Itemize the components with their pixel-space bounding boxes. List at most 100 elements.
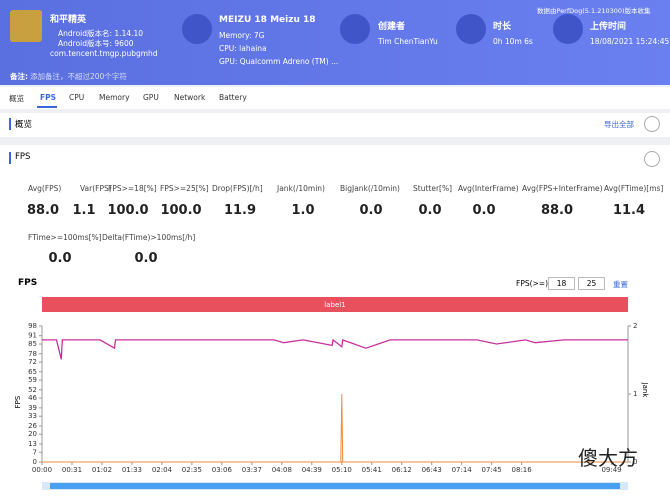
x-tick-label: 09:49 [601, 466, 621, 474]
collected-by: 数据由PerfDog(5.1.210300)版本收集 [537, 7, 651, 15]
x-tick-label: 01:02 [92, 466, 112, 474]
tab[interactable]: 概览 [9, 94, 24, 103]
upload-icon [553, 14, 583, 44]
tab[interactable]: Memory [99, 93, 130, 102]
y-tick-label: 33 [28, 412, 37, 420]
collapse-button[interactable] [644, 116, 660, 132]
accent [9, 118, 11, 130]
tab[interactable]: GPU [143, 93, 159, 102]
metric-value: 0.0 [472, 203, 496, 218]
metric-value: 100.0 [160, 203, 202, 218]
duration-label: 时长 [493, 22, 512, 32]
duration-icon [456, 14, 486, 44]
header [0, 0, 670, 85]
y-tick-label: 52 [28, 386, 37, 394]
x-tick-label: 00:31 [62, 466, 82, 474]
metric-value: 0.0 [418, 203, 442, 218]
metric-label: Jank(/10min) [277, 184, 325, 193]
app-name: 和平精英 [50, 15, 87, 25]
version-name: Android版本名: 1.14.10 [58, 29, 144, 38]
metric-label: FTime>=100ms[%] [28, 233, 102, 242]
metric-label: FPS>=25[%] [160, 184, 209, 193]
metric-value: 1.0 [291, 203, 315, 218]
series-line [42, 338, 628, 360]
y-tick-label: 26 [28, 422, 37, 430]
y-tick-label: 98 [28, 322, 37, 330]
metric-value: 1.1 [72, 203, 96, 218]
metric-value: 11.9 [223, 203, 257, 218]
tab-underline [37, 106, 57, 108]
x-tick-label: 06:43 [422, 466, 442, 474]
tab[interactable]: FPS [40, 93, 57, 102]
device-icon [182, 14, 212, 44]
y2-tick-label: 0 [633, 458, 637, 466]
overview-bar [0, 113, 670, 137]
x-tick-label: 07:14 [452, 466, 473, 474]
x-tick-label: 02:04 [152, 466, 173, 474]
tab[interactable]: Network [174, 93, 206, 102]
y-tick-label: 39 [28, 404, 37, 412]
metric-label: Var(FPS) [80, 184, 112, 193]
metric-value: 88.0 [540, 203, 574, 218]
metric-label: Avg(FPS+InterFrame) [522, 184, 603, 193]
y-tick-label: 85 [28, 340, 37, 348]
x-tick-label: 02:35 [182, 466, 202, 474]
duration: 0h 10m 6s [493, 37, 533, 46]
upload-time: 18/08/2021 15:24:45 [590, 37, 670, 46]
tab[interactable]: Battery [219, 93, 247, 102]
threshold-input[interactable]: 18 [548, 277, 575, 290]
version-code: Android版本号: 9600 [58, 39, 134, 48]
metric-label: Avg(FTime)[ms] [604, 184, 664, 193]
metric-label: Avg(InterFrame) [458, 184, 519, 193]
y-tick-label: 46 [28, 394, 37, 402]
metric-value: 0.0 [359, 203, 383, 218]
metric-value: 0.0 [48, 251, 72, 266]
creator: Tim ChenTianYu [378, 37, 438, 46]
metric-label: FPS>=18[%] [108, 184, 157, 193]
y-tick-label: 7 [33, 448, 37, 456]
memory: Memory: 7G [219, 31, 265, 40]
collapse-button[interactable] [644, 151, 660, 167]
chart: label1 FPS Jank 071320263339465259657278… [14, 297, 649, 490]
y-tick-label: 59 [28, 376, 37, 384]
metric-label: Delta(FTime)>100ms[/h] [102, 233, 196, 242]
x-tick-label: 05:10 [332, 466, 352, 474]
x-tick-label: 04:39 [302, 466, 322, 474]
x-tick-label: 00:00 [32, 466, 52, 474]
metric-label: BigJank(/10min) [340, 184, 400, 193]
threshold-input[interactable]: 25 [578, 277, 605, 290]
accent [9, 152, 11, 164]
creator-icon [340, 14, 370, 44]
x-tick-label: 01:33 [122, 466, 142, 474]
chart-title: FPS [18, 278, 38, 288]
fps-panel [0, 145, 670, 497]
y-tick-label: 20 [28, 430, 37, 438]
note-input[interactable]: 添加备注，不超过200个字符 [30, 72, 127, 81]
x-tick-label: 03:37 [242, 466, 262, 474]
gpu: GPU: Qualcomm Adreno (TM) ... [219, 57, 339, 66]
y-axis-label: FPS [14, 395, 22, 408]
y2-tick-label: 2 [633, 322, 637, 330]
threshold-label: FPS(>=) [516, 279, 549, 288]
upload-label: 上传时间 [590, 22, 627, 32]
device: MEIZU 18 Meizu 18 [219, 15, 316, 25]
y-tick-label: 78 [28, 350, 37, 358]
x-tick-label: 07:45 [482, 466, 502, 474]
tab[interactable]: CPU [69, 93, 85, 102]
metric-label: Stutter[%] [413, 184, 453, 193]
metric-value: 0.0 [134, 251, 158, 266]
reset-button[interactable]: 重置 [613, 280, 628, 289]
cpu: CPU: lahaina [219, 44, 267, 53]
export-all[interactable]: 导出全部 [604, 120, 634, 129]
x-tick-label: 08:16 [512, 466, 533, 474]
y-tick-label: 72 [28, 358, 37, 366]
y-tick-label: 13 [28, 440, 37, 448]
y-tick-label: 91 [28, 332, 37, 340]
x-tick-label: 03:06 [212, 466, 233, 474]
watermark: 傻大方 [578, 446, 638, 470]
series-line [42, 393, 628, 463]
package: com.tencent.tmgp.pubgmhd [50, 49, 158, 58]
scrollbar-thumb[interactable] [50, 483, 620, 489]
tab-bar [0, 87, 670, 109]
